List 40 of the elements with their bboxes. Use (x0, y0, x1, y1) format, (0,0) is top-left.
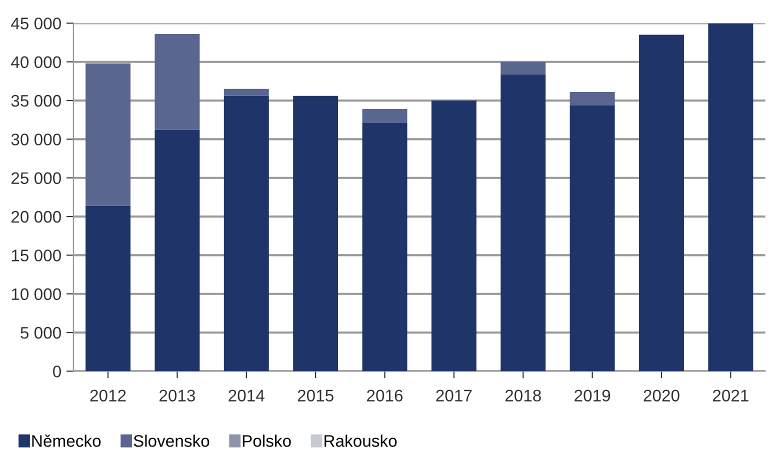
y-tick-label: 10 000 (12, 288, 61, 300)
y-tick-label: 45 000 (11, 18, 61, 30)
y-tick-label: 20 000 (11, 210, 61, 223)
bar (431, 100, 476, 372)
y-tick-label: 30 000 (11, 134, 61, 146)
y-tick-label: 25 000 (11, 172, 61, 184)
bar (154, 130, 200, 372)
y-tick-label: 0 (53, 366, 61, 378)
legend-label: Slovensko (134, 434, 210, 447)
bar (86, 63, 131, 206)
bar (570, 105, 615, 372)
legend-label: Rakousko (324, 434, 397, 447)
x-tick-label: 2020 (644, 390, 680, 402)
bar (500, 74, 546, 372)
x-tick-label: 2019 (574, 390, 610, 402)
bar (500, 62, 546, 74)
x-tick-label: 2013 (160, 390, 196, 402)
bar (362, 109, 408, 123)
x-tick-label: 2018 (505, 390, 541, 402)
bar (224, 96, 269, 372)
x-tick-label: 2014 (228, 390, 264, 402)
legend-label: Německo (32, 434, 101, 447)
x-tick-label: 2012 (90, 390, 126, 402)
y-tick-label: 40 000 (11, 56, 61, 68)
x-tick-label: 2015 (298, 390, 334, 402)
bar (362, 122, 408, 372)
legend-label: Polsko (242, 434, 291, 447)
y-tick-label: 15 000 (12, 250, 61, 262)
y-tick-label: 5 000 (20, 326, 61, 339)
x-tick-label: 2017 (436, 390, 472, 402)
x-tick-label: 2016 (367, 390, 403, 402)
bar (570, 92, 615, 106)
bar (639, 34, 684, 372)
bar (293, 96, 338, 372)
x-tick-label: 2021 (712, 390, 748, 402)
bar (224, 88, 269, 96)
bar (86, 206, 131, 372)
y-tick-label: 35 000 (11, 94, 61, 107)
bar (154, 34, 200, 130)
bar (708, 23, 754, 372)
